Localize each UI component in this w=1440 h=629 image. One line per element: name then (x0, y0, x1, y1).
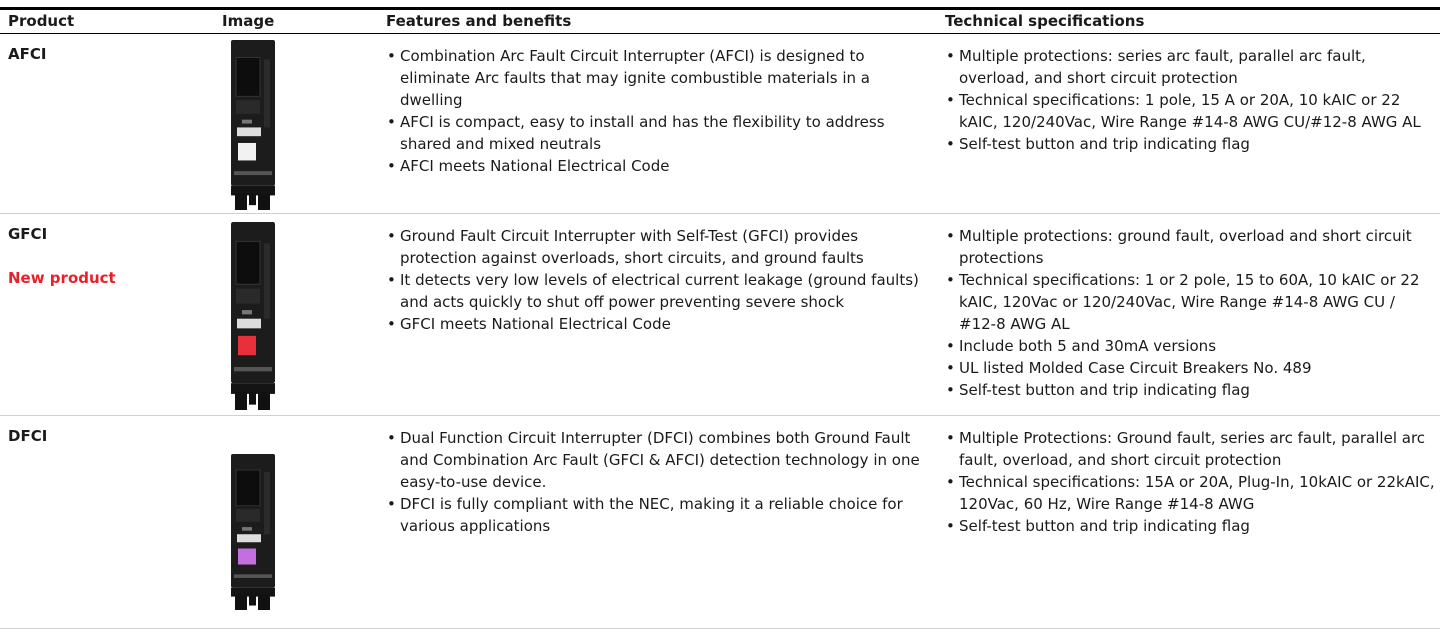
product-name: DFCI (8, 427, 48, 445)
spec-item: Self-test button and trip indicating fla… (945, 379, 1435, 401)
spec-item: Self-test button and trip indicating fla… (945, 133, 1435, 155)
spec-item: Technical specifications: 1 or 2 pole, 1… (945, 269, 1435, 335)
table-row: GFCI New product Ground Fault Circuit Int… (0, 214, 1440, 416)
feature-item: GFCI meets National Electrical Code (386, 313, 926, 335)
new-product-tag: New product (8, 269, 116, 287)
spec-item: Self-test button and trip indicating fla… (945, 515, 1435, 537)
table-row: AFCI Combination Arc Fault Circuit Inter… (0, 34, 1440, 214)
feature-item: AFCI meets National Electrical Code (386, 155, 926, 177)
product-image (228, 40, 278, 214)
spec-item: Include both 5 and 30mA versions (945, 335, 1435, 357)
header: Image (222, 12, 275, 30)
feature-item: AFCI is compact, easy to install and has… (386, 111, 926, 155)
table-row: DFCI Dual Function Circuit Interrupter (… (0, 416, 1440, 629)
rule (0, 7, 1440, 10)
header: Product (8, 12, 75, 30)
header: Technical specifications (945, 12, 1145, 30)
feature-item: Combination Arc Fault Circuit Interrupte… (386, 45, 926, 111)
spec-item: Multiple protections: series arc fault, … (945, 45, 1435, 89)
feature-item: Dual Function Circuit Interrupter (DFCI)… (386, 427, 926, 493)
feature-item: It detects very low levels of electrical… (386, 269, 926, 313)
product-name: GFCI (8, 225, 48, 243)
spec-item: Technical specifications: 15A or 20A, Pl… (945, 471, 1435, 515)
spec-item: UL listed Molded Case Circuit Breakers N… (945, 357, 1435, 379)
specs-list: Multiple Protections: Ground fault, seri… (945, 427, 1435, 537)
feature-item: DFCI is fully compliant with the NEC, ma… (386, 493, 926, 537)
product-image (228, 222, 278, 414)
features-list: Combination Arc Fault Circuit Interrupte… (386, 45, 926, 177)
header: Features and benefits (386, 12, 572, 30)
feature-item: Ground Fault Circuit Interrupter with Se… (386, 225, 926, 269)
rule (0, 33, 1440, 34)
spec-item: Technical specifications: 1 pole, 15 A o… (945, 89, 1435, 133)
spec-item: Multiple Protections: Ground fault, seri… (945, 427, 1435, 471)
features-list: Dual Function Circuit Interrupter (DFCI)… (386, 427, 926, 537)
product-name: AFCI (8, 45, 47, 63)
specs-list: Multiple protections: ground fault, over… (945, 225, 1435, 401)
features-list: Ground Fault Circuit Interrupter with Se… (386, 225, 926, 335)
product-image (228, 454, 278, 614)
spec-item: Multiple protections: ground fault, over… (945, 225, 1435, 269)
specs-list: Multiple protections: series arc fault, … (945, 45, 1435, 155)
